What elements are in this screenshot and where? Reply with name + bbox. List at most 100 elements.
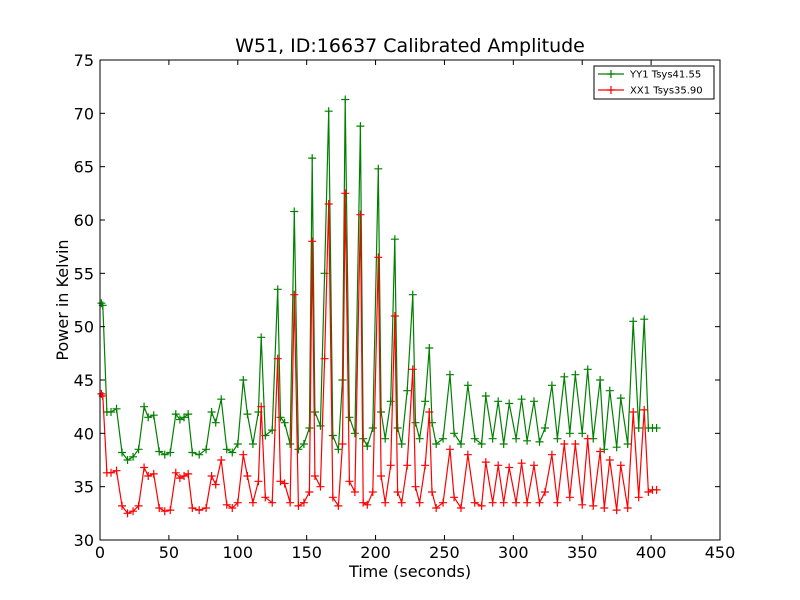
data-point — [386, 397, 395, 406]
data-point — [523, 498, 532, 507]
data-point — [254, 477, 263, 486]
data-point — [310, 408, 319, 416]
x-tick-label: 350 — [567, 543, 598, 562]
data-point — [523, 436, 532, 445]
data-point — [299, 498, 308, 507]
data-point — [565, 493, 574, 502]
data-point — [517, 459, 526, 468]
data-point — [560, 372, 569, 381]
data-point — [180, 413, 189, 422]
data-point — [134, 501, 143, 510]
data-point — [280, 479, 289, 488]
y-tick-label: 40 — [74, 424, 94, 443]
data-point — [432, 440, 441, 448]
data-point — [294, 501, 303, 510]
data-point — [368, 488, 377, 496]
data-point — [494, 397, 503, 406]
data-point — [308, 154, 317, 163]
data-point — [338, 376, 347, 384]
data-point — [445, 370, 454, 379]
data-point — [530, 461, 538, 470]
data-point — [345, 477, 354, 486]
data-point — [134, 445, 143, 454]
data-point — [488, 434, 497, 443]
data-point — [390, 235, 399, 244]
data-point — [233, 440, 242, 448]
data-point — [428, 488, 437, 496]
data-point — [118, 448, 127, 457]
data-point — [290, 290, 299, 299]
legend-entries: YY1 Tsys41.55 XX1 Tsys35.90 — [598, 70, 703, 97]
data-point — [171, 468, 180, 477]
data-point — [425, 344, 434, 352]
data-point — [217, 456, 226, 464]
data-point — [381, 434, 390, 443]
x-axis-label: Time (seconds) — [348, 562, 471, 581]
data-point — [439, 434, 448, 443]
data-point — [425, 408, 434, 416]
data-point — [512, 434, 521, 443]
data-point — [217, 395, 226, 404]
data-point — [390, 312, 399, 320]
data-point — [202, 445, 211, 454]
data-point — [616, 394, 625, 403]
data-point — [612, 443, 621, 452]
data-point — [381, 498, 390, 507]
data-point — [184, 410, 193, 419]
data-point — [470, 434, 479, 443]
data-point — [393, 488, 402, 496]
data-point — [276, 477, 285, 486]
chart-title: W51, ID:16637 Calibrated Amplitude — [235, 35, 585, 57]
data-point — [207, 472, 216, 480]
data-point — [107, 468, 116, 477]
data-point — [652, 485, 661, 494]
data-point — [450, 429, 459, 438]
data-point — [571, 370, 580, 379]
data-point — [320, 354, 329, 363]
data-point — [171, 410, 180, 419]
data-point — [316, 482, 325, 491]
data-point — [328, 431, 337, 440]
data-point — [368, 424, 377, 432]
data-point — [233, 498, 242, 507]
data-point — [634, 424, 643, 432]
data-point — [286, 440, 295, 448]
data-point — [578, 500, 587, 509]
data-point — [195, 450, 204, 459]
data-point — [140, 463, 149, 472]
data-point — [123, 509, 132, 518]
x-tick-label: 100 — [223, 543, 254, 562]
data-point — [341, 189, 350, 198]
data-point — [450, 493, 459, 502]
data-point — [324, 107, 333, 116]
data-point — [541, 488, 550, 496]
data-point — [118, 501, 127, 510]
data-point — [374, 164, 383, 173]
data-point — [299, 440, 308, 448]
x-tick-label: 400 — [636, 543, 667, 562]
data-point — [184, 469, 193, 478]
x-tick-label: 0 — [95, 543, 105, 562]
data-point — [415, 434, 424, 443]
data-point — [257, 333, 266, 342]
data-point — [308, 237, 317, 246]
x-tick-label: 300 — [498, 543, 529, 562]
y-tick-label: 45 — [74, 371, 94, 390]
data-point — [560, 440, 569, 448]
data-point — [616, 461, 625, 470]
legend: YY1 Tsys41.55 XX1 Tsys35.90 — [593, 65, 715, 100]
data-point — [547, 450, 556, 459]
x-tick-label: 150 — [291, 543, 322, 562]
data-point — [228, 504, 237, 512]
data-point — [470, 498, 479, 507]
series-yy1 — [97, 95, 661, 464]
data-point — [623, 504, 632, 512]
y-tick-label: 70 — [74, 104, 94, 123]
data-point — [207, 408, 216, 416]
y-tick-label: 55 — [74, 264, 94, 283]
data-point — [228, 448, 237, 457]
y-ticks: 30 35 40 45 50 55 60 65 70 75 — [74, 51, 720, 550]
y-tick-label: 50 — [74, 318, 94, 337]
data-point — [211, 480, 220, 489]
